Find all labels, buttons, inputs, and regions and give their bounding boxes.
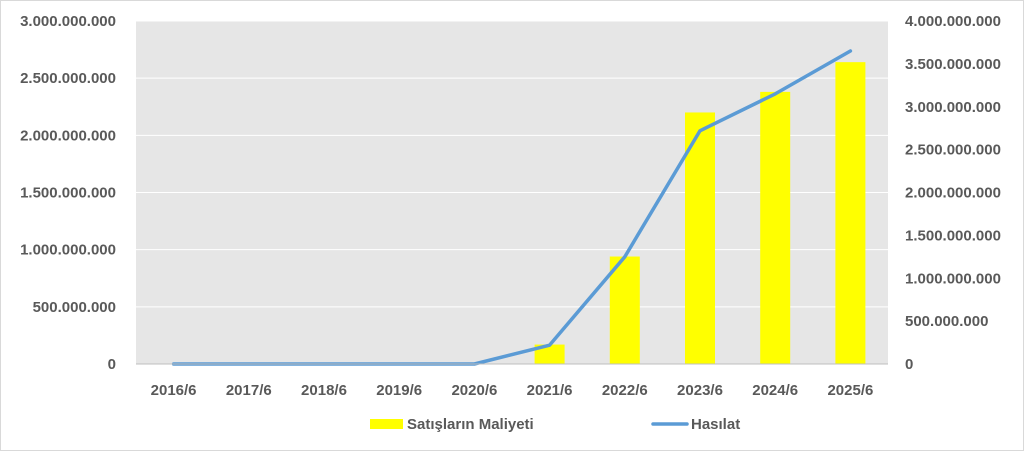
right-tick-label: 500.000.000	[905, 313, 988, 330]
bar-2023-6	[685, 112, 715, 364]
bar-2024-6	[760, 91, 791, 365]
legend-swatch-bar	[370, 419, 403, 429]
left-tick-label: 1.500.000.000	[20, 185, 116, 202]
bar-2025-6	[835, 62, 866, 364]
right-tick-label: 2.500.000.000	[905, 142, 1001, 159]
left-axis: 0 500.000.000 1.000.000.000 1.500.000.000 2.…	[20, 13, 116, 373]
left-tick-label: 0	[108, 356, 116, 373]
legend-label-bar: Satışların Maliyeti	[407, 416, 534, 433]
gridlines	[136, 20, 888, 308]
right-axis: 0 500.000.000 1.000.000.000 1.500.000.000 2.…	[905, 13, 1001, 373]
x-tick-label: 2025/6	[827, 382, 873, 399]
left-tick-label: 1.000.000.000	[20, 242, 116, 259]
right-tick-label: 4.000.000.000	[905, 13, 1001, 30]
bar-2021-6	[534, 344, 565, 364]
right-tick-label: 3.500.000.000	[905, 56, 1001, 73]
bar-2022-6	[609, 256, 640, 364]
x-tick-label: 2023/6	[677, 382, 723, 399]
right-tick-label: 1.000.000.000	[905, 270, 1001, 287]
x-axis: 2016/6 2017/6 2018/6 2019/6 2020/6 2021/6 2022…	[136, 363, 888, 399]
left-tick-label: 3.000.000.000	[20, 13, 116, 30]
legend-label-line: Hasılat	[691, 416, 740, 433]
x-tick-label: 2019/6	[376, 382, 422, 399]
x-tick-label: 2022/6	[602, 382, 648, 399]
right-tick-label: 3.000.000.000	[905, 99, 1001, 116]
right-tick-label: 0	[905, 356, 913, 373]
x-tick-label: 2017/6	[226, 382, 272, 399]
right-tick-label: 2.000.000.000	[905, 185, 1001, 202]
bar-series	[534, 62, 866, 365]
right-tick-label: 1.500.000.000	[905, 227, 1001, 244]
x-tick-label: 2024/6	[752, 382, 798, 399]
left-tick-label: 2.000.000.000	[20, 127, 116, 144]
legend: Satışların Maliyeti Hasılat	[370, 416, 740, 433]
x-tick-label: 2020/6	[451, 382, 497, 399]
x-tick-label: 2016/6	[151, 382, 197, 399]
left-tick-label: 2.500.000.000	[20, 70, 116, 87]
left-tick-label: 500.000.000	[33, 299, 116, 316]
x-tick-label: 2018/6	[301, 382, 347, 399]
x-tick-label: 2021/6	[527, 382, 573, 399]
